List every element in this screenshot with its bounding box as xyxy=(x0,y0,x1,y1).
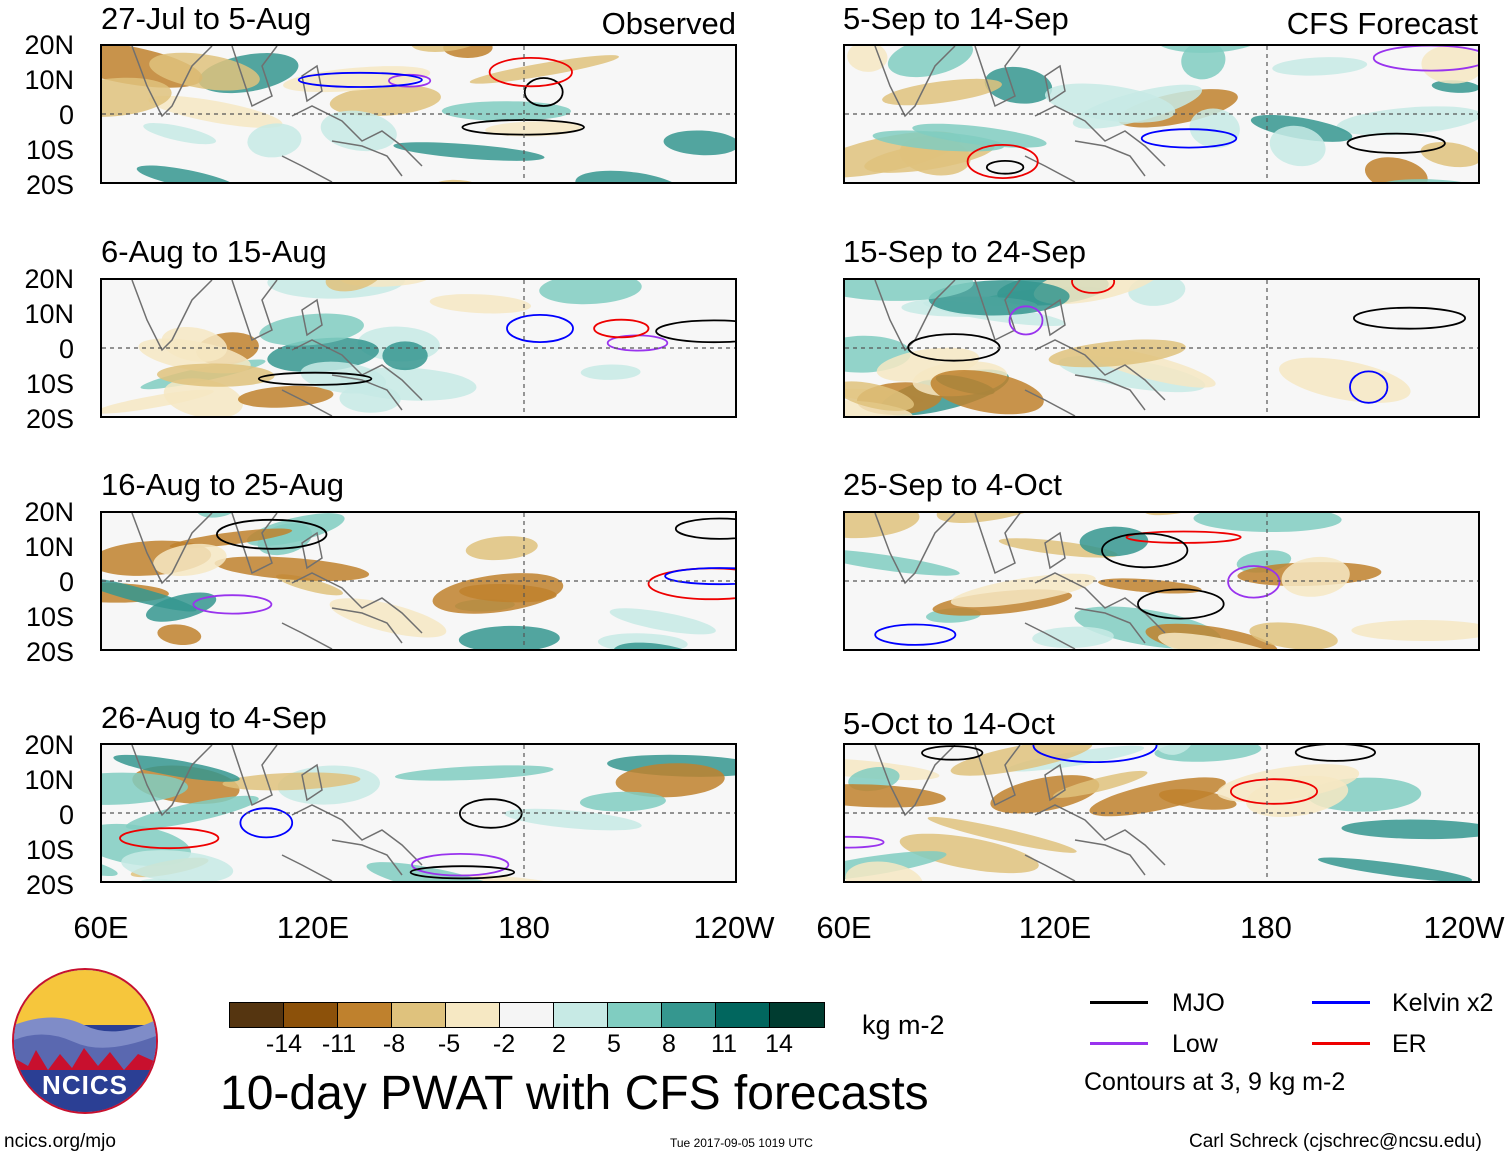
lat-label: 10S xyxy=(25,602,74,632)
colorbar-tick-label: -2 xyxy=(492,1030,516,1058)
map-panel-observed-4 xyxy=(100,743,737,883)
lat-label: 10S xyxy=(25,835,74,865)
ncics-logo: NCICS xyxy=(12,968,158,1114)
lat-label: 0 xyxy=(58,800,74,830)
colorbar-swatch xyxy=(608,1003,662,1027)
lat-label: 0 xyxy=(58,334,74,364)
panel-title-observed-4: 26-Aug to 4-Sep xyxy=(101,700,327,735)
map-panel-forecast-1 xyxy=(843,44,1480,184)
panel-title-forecast-4: 5-Oct to 14-Oct xyxy=(843,706,1055,741)
lat-label: 10N xyxy=(24,532,74,562)
lon-label: 180 xyxy=(498,910,550,945)
colorbar-swatch xyxy=(284,1003,338,1027)
map-panel-observed-1 xyxy=(100,44,737,184)
map-panel-forecast-4 xyxy=(843,743,1480,883)
colorbar xyxy=(229,1002,825,1028)
colorbar-tick-label: 8 xyxy=(662,1030,676,1058)
lat-label: 20N xyxy=(24,730,74,760)
colorbar-unit: kg m-2 xyxy=(862,1010,945,1040)
lat-label: 0 xyxy=(58,100,74,130)
colorbar-tick-label: 5 xyxy=(607,1030,621,1058)
colorbar-swatch xyxy=(446,1003,500,1027)
lat-label: 20N xyxy=(24,264,74,294)
panel-title-observed-1: 27-Jul to 5-Aug xyxy=(101,1,312,36)
lat-label: 20N xyxy=(24,30,74,60)
colorbar-tick-label: 14 xyxy=(765,1030,793,1058)
lon-label: 60E xyxy=(73,910,129,945)
lat-label: 20S xyxy=(25,870,74,900)
map-panel-observed-2 xyxy=(100,278,737,418)
legend-kelvin-label: Kelvin x2 xyxy=(1392,989,1494,1017)
lon-label: 120E xyxy=(1018,910,1092,945)
legend-mjo-line xyxy=(1090,1001,1148,1004)
lon-label: 120W xyxy=(1423,910,1505,945)
lon-label: 180 xyxy=(1240,910,1292,945)
map-panel-forecast-2 xyxy=(843,278,1480,418)
colorbar-tick-label: 11 xyxy=(711,1030,737,1058)
lon-label: 120E xyxy=(276,910,350,945)
panel-title-forecast-2: 15-Sep to 24-Sep xyxy=(843,234,1087,269)
legend-mjo-label: MJO xyxy=(1172,989,1225,1017)
map-panel-observed-3 xyxy=(100,511,737,651)
lat-label: 20S xyxy=(25,170,74,200)
colorbar-tick-label: -5 xyxy=(437,1030,461,1058)
lat-label: 10S xyxy=(25,369,74,399)
colorbar-swatch xyxy=(230,1003,284,1027)
panel-title-observed-2: 6-Aug to 15-Aug xyxy=(101,234,327,269)
lat-label: 20S xyxy=(25,637,74,667)
panel-title-forecast-3: 25-Sep to 4-Oct xyxy=(843,467,1062,502)
lat-label: 20N xyxy=(24,497,74,527)
colorbar-tick-label: -11 xyxy=(321,1030,357,1058)
figure-title: 10-day PWAT with CFS forecasts xyxy=(220,1067,929,1120)
legend-kelvin-line xyxy=(1312,1001,1370,1004)
panel-title-observed-3: 16-Aug to 25-Aug xyxy=(101,467,345,502)
colorbar-swatch xyxy=(554,1003,608,1027)
colorbar-swatch xyxy=(662,1003,716,1027)
panel-title-forecast-1: 5-Sep to 14-Sep xyxy=(843,1,1069,36)
colorbar-swatch xyxy=(392,1003,446,1027)
colorbar-swatch xyxy=(500,1003,554,1027)
lat-label: 20S xyxy=(25,404,74,434)
legend-contours-note: Contours at 3, 9 kg m-2 xyxy=(1084,1068,1346,1096)
logo-text: NCICS xyxy=(42,1070,128,1100)
lat-label: 10S xyxy=(25,135,74,165)
legend-low-line xyxy=(1090,1042,1148,1045)
lat-label: 10N xyxy=(24,299,74,329)
legend-er-label: ER xyxy=(1392,1030,1427,1058)
colorbar-tick-label: 2 xyxy=(552,1030,566,1058)
map-panel-forecast-3 xyxy=(843,511,1480,651)
legend-er-line xyxy=(1312,1042,1370,1045)
observed-label: Observed xyxy=(601,6,736,41)
lon-label: 60E xyxy=(816,910,872,945)
colorbar-tick-label: -14 xyxy=(265,1030,303,1058)
lat-label: 0 xyxy=(58,567,74,597)
footer-author: Carl Schreck (cjschrec@ncsu.edu) xyxy=(1189,1131,1482,1152)
colorbar-swatch xyxy=(338,1003,392,1027)
footer-url[interactable]: ncics.org/mjo xyxy=(4,1131,116,1152)
colorbar-swatch xyxy=(770,1003,824,1027)
lat-label: 10N xyxy=(24,65,74,95)
lat-label: 10N xyxy=(24,765,74,795)
colorbar-swatch xyxy=(716,1003,770,1027)
legend-low-label: Low xyxy=(1172,1030,1218,1058)
forecast-label: CFS Forecast xyxy=(1286,6,1478,41)
lon-label: 120W xyxy=(693,910,775,945)
colorbar-tick-label: -8 xyxy=(382,1030,406,1058)
footer-timestamp: Tue 2017-09-05 1019 UTC xyxy=(670,1136,813,1150)
